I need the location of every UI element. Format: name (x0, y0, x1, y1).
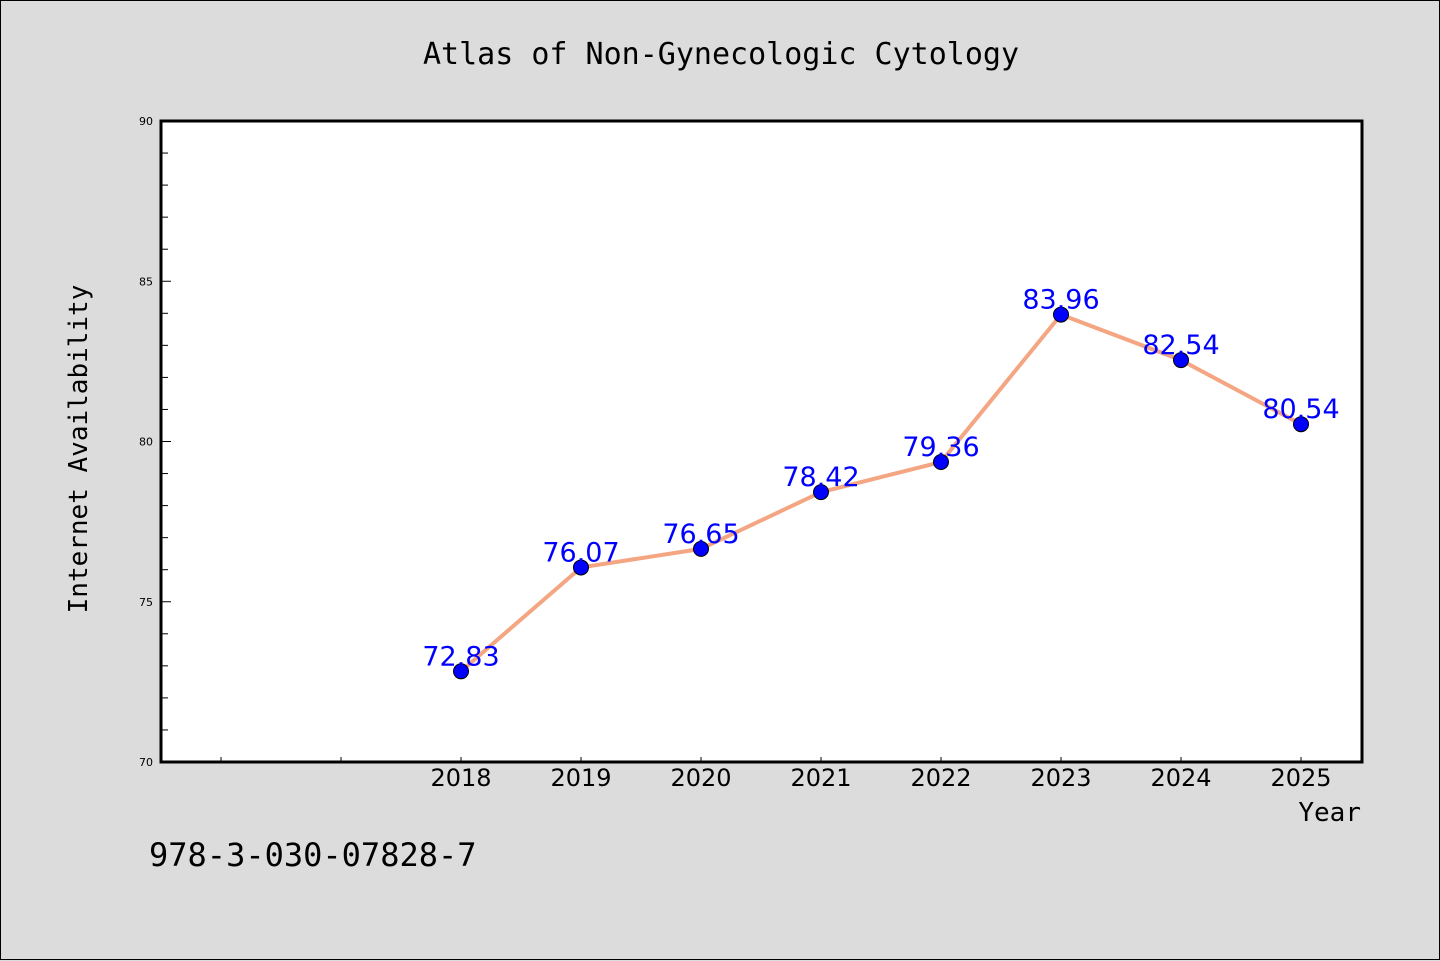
data-point (693, 540, 709, 557)
data-label: 72.83 (422, 641, 499, 672)
data-label: 83.96 (1022, 285, 1099, 316)
x-tick-label: 2024 (1150, 764, 1211, 792)
y-tick-label: 80 (139, 436, 153, 449)
data-label: 78.42 (782, 462, 859, 493)
x-axis-label: Year (1298, 798, 1361, 828)
series-layer (453, 306, 1309, 680)
x-tick-label: 2022 (910, 764, 971, 792)
chart-title: Atlas of Non-Gynecologic Cytology (423, 37, 1019, 72)
data-label: 76.65 (662, 519, 739, 550)
x-tick-label: 2025 (1270, 764, 1331, 792)
x-tick-label: 2021 (790, 764, 851, 792)
y-tick-label: 75 (139, 596, 153, 609)
y-tick-label: 85 (139, 275, 153, 288)
data-point (1173, 352, 1189, 369)
x-tick-label: 2018 (430, 764, 491, 792)
y-tick-label: 70 (139, 756, 153, 769)
x-tick-label: 2019 (550, 764, 611, 792)
x-tick-label: 2020 (670, 764, 731, 792)
data-label: 79.36 (902, 432, 979, 463)
x-tick-label: 2023 (1030, 764, 1091, 792)
series-line (459, 312, 1303, 674)
y-axis-label: Internet Availability (64, 285, 94, 614)
plot-area (159, 119, 1364, 764)
data-point (1293, 416, 1309, 433)
data-point (573, 559, 589, 576)
y-tick-label: 90 (139, 115, 153, 128)
data-label: 80.54 (1262, 394, 1339, 425)
data-point (453, 663, 469, 680)
data-point (1053, 306, 1069, 323)
data-label: 76.07 (542, 537, 619, 568)
ticks-layer: 70 75 80 85 90 2018 2019 2020 2021 2022 2023 2024 20… (139, 115, 1332, 792)
data-label: 82.54 (1142, 330, 1219, 361)
data-point (933, 454, 949, 471)
data-point (813, 484, 829, 501)
footer-isbn: 978-3-030-07828-7 (149, 836, 477, 874)
labels-layer: 72.83 76.07 76.65 78.42 79.36 83.96 82.54 80.54 (422, 285, 1339, 673)
